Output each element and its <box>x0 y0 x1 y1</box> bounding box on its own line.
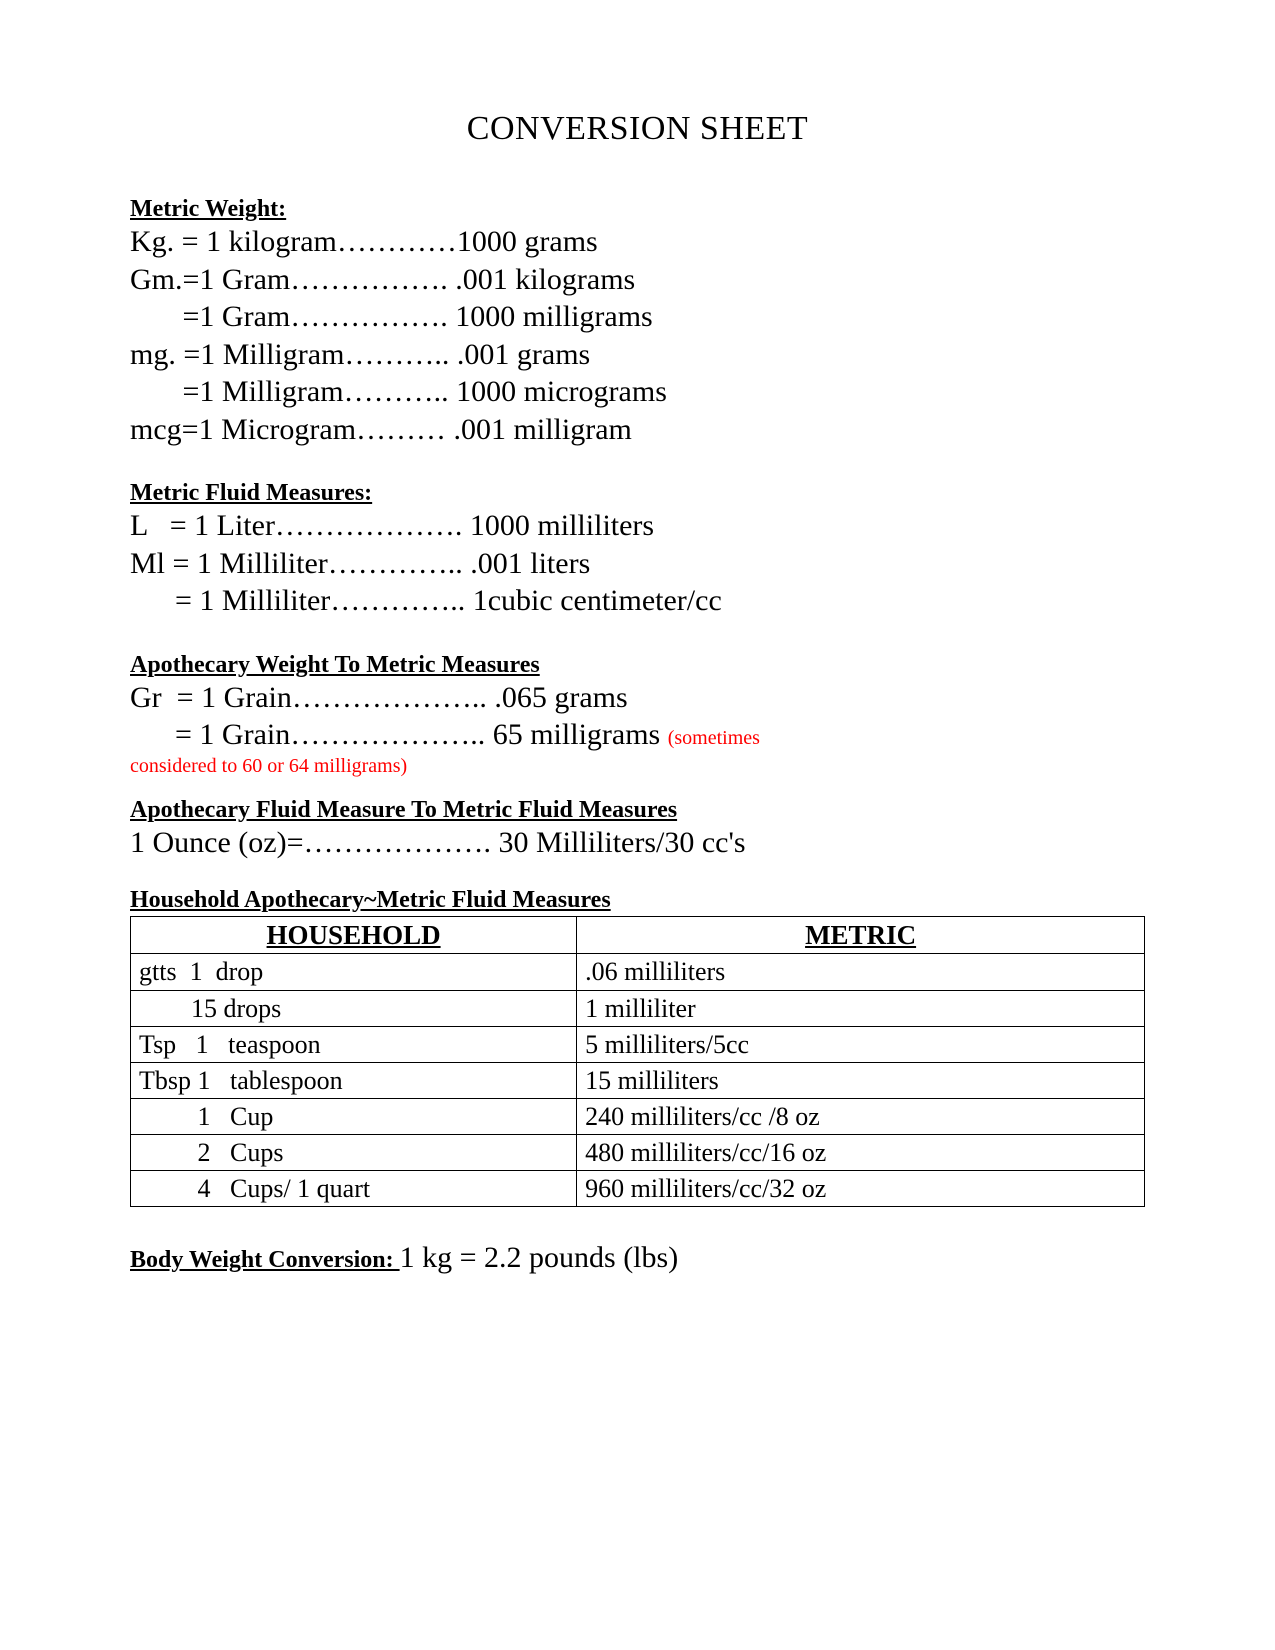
cell-household: Tbsp 1 tablespoon <box>131 1062 577 1098</box>
cell-household: gtts 1 drop <box>131 954 577 990</box>
body-weight-label: Body Weight Conversion: <box>130 1247 400 1273</box>
metric-weight-line: Gm.=1 Gram……………. .001 kilograms <box>130 261 1145 299</box>
cell-metric: 240 milliliters/cc /8 oz <box>577 1098 1145 1134</box>
cell-metric: 960 milliliters/cc/32 oz <box>577 1171 1145 1207</box>
apoth-weight-note-cont: considered to 60 or 64 milligrams) <box>130 754 1145 779</box>
table-header-row: HOUSEHOLD METRIC <box>131 917 1145 954</box>
heading-metric-fluid: Metric Fluid Measures: <box>130 480 1145 507</box>
apoth-weight-line: Gr = 1 Grain……………….. .065 grams <box>130 679 1145 717</box>
cell-metric: .06 milliliters <box>577 954 1145 990</box>
metric-weight-line: mcg=1 Microgram……… .001 milligram <box>130 411 1145 449</box>
metric-fluid-line: = 1 Milliliter………….. 1cubic centimeter/c… <box>130 582 1145 620</box>
table-row: 15 drops1 milliliter <box>131 990 1145 1026</box>
table-row: Tsp 1 teaspoon5 milliliters/5cc <box>131 1026 1145 1062</box>
apoth-weight-line: = 1 Grain……………….. 65 milligrams (sometim… <box>130 716 1145 754</box>
heading-apoth-weight: Apothecary Weight To Metric Measures <box>130 652 1145 679</box>
cell-household: 2 Cups <box>131 1134 577 1170</box>
metric-fluid-line: L = 1 Liter………………. 1000 milliliters <box>130 507 1145 545</box>
table-row: 2 Cups480 milliliters/cc/16 oz <box>131 1134 1145 1170</box>
metric-weight-line: Kg. = 1 kilogram…………1000 grams <box>130 223 1145 261</box>
page-title: CONVERSION SHEET <box>130 110 1145 148</box>
metric-weight-line: =1 Gram……………. 1000 milligrams <box>130 298 1145 336</box>
cell-metric: 15 milliliters <box>577 1062 1145 1098</box>
metric-weight-line: =1 Milligram……….. 1000 micrograms <box>130 373 1145 411</box>
cell-metric: 480 milliliters/cc/16 oz <box>577 1134 1145 1170</box>
cell-household: Tsp 1 teaspoon <box>131 1026 577 1062</box>
table-row: 1 Cup240 milliliters/cc /8 oz <box>131 1098 1145 1134</box>
col-household: HOUSEHOLD <box>131 917 577 954</box>
metric-fluid-line: Ml = 1 Milliliter………….. .001 liters <box>130 545 1145 583</box>
metric-weight-line: mg. =1 Milligram……….. .001 grams <box>130 336 1145 374</box>
cell-household: 4 Cups/ 1 quart <box>131 1171 577 1207</box>
heading-household: Household Apothecary~Metric Fluid Measur… <box>130 887 1145 914</box>
apoth-fluid-line: 1 Ounce (oz)=………………. 30 Milliliters/30 c… <box>130 824 1145 862</box>
col-metric: METRIC <box>577 917 1145 954</box>
apoth-weight-note: (sometimes <box>668 727 760 749</box>
heading-apoth-fluid: Apothecary Fluid Measure To Metric Fluid… <box>130 797 1145 824</box>
cell-household: 15 drops <box>131 990 577 1026</box>
apoth-weight-main: = 1 Grain……………….. 65 milligrams <box>130 718 668 751</box>
household-table: HOUSEHOLD METRIC gtts 1 drop.06 millilit… <box>130 916 1145 1207</box>
body-weight-value: 1 kg = 2.2 pounds (lbs) <box>400 1241 679 1274</box>
cell-metric: 1 milliliter <box>577 990 1145 1026</box>
cell-household: 1 Cup <box>131 1098 577 1134</box>
table-row: Tbsp 1 tablespoon15 milliliters <box>131 1062 1145 1098</box>
table-row: 4 Cups/ 1 quart960 milliliters/cc/32 oz <box>131 1171 1145 1207</box>
body-weight-line: Body Weight Conversion: 1 kg = 2.2 pound… <box>130 1241 1145 1275</box>
table-row: gtts 1 drop.06 milliliters <box>131 954 1145 990</box>
page: CONVERSION SHEET Metric Weight: Kg. = 1 … <box>0 0 1275 1650</box>
cell-metric: 5 milliliters/5cc <box>577 1026 1145 1062</box>
heading-metric-weight: Metric Weight: <box>130 196 1145 223</box>
